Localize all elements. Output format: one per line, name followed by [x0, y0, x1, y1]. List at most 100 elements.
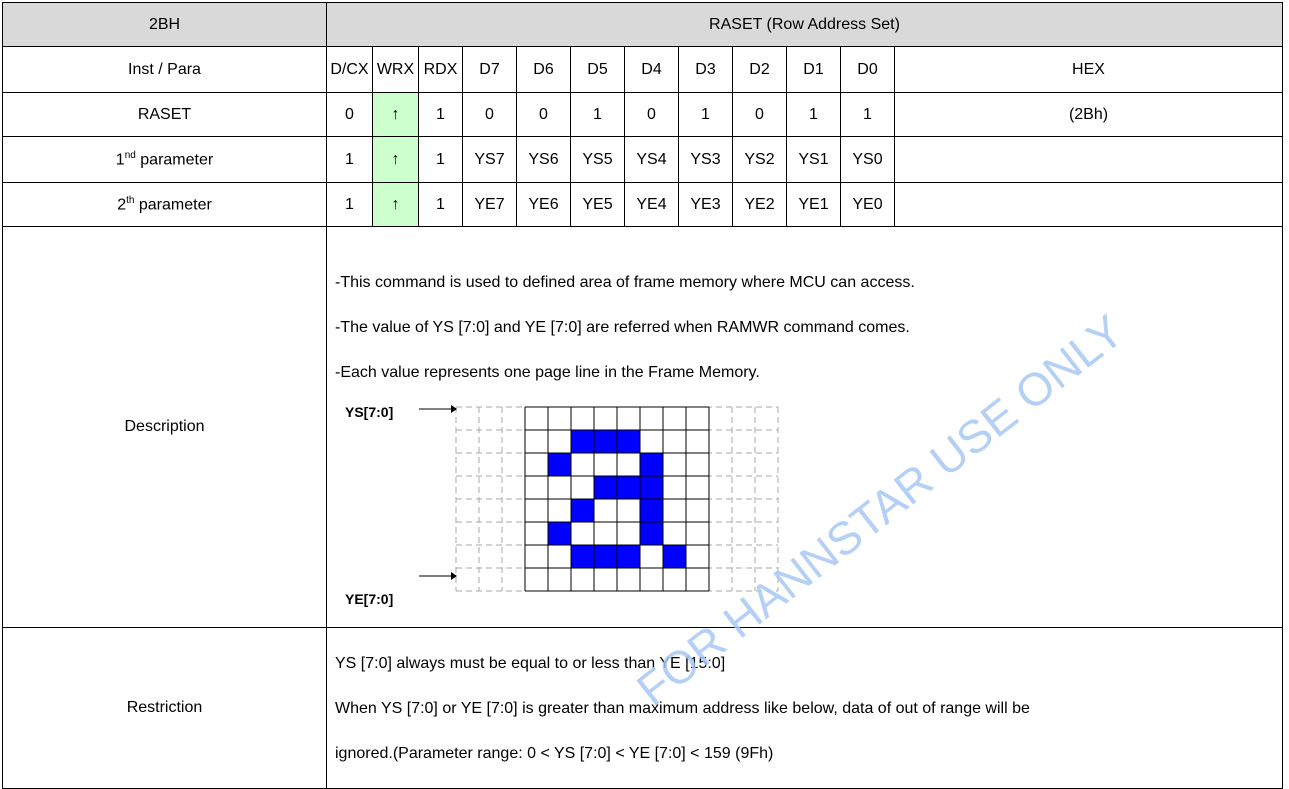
arrow-head — [451, 572, 457, 580]
table-row: Inst / Para D/CX WRX RDX D7 D6 D5 D4 D3 D2 D1 D0 HEX — [2, 46, 1283, 93]
description-box: -This command is used to defined area of… — [335, 227, 1282, 627]
cell: ↑ — [372, 92, 419, 137]
cell: 0 — [516, 92, 571, 137]
cell: YE4 — [624, 182, 679, 227]
cell: 1 — [418, 136, 463, 183]
pixel — [663, 545, 686, 568]
pixel — [548, 453, 571, 476]
row-label: RASET — [2, 92, 327, 137]
cell: YS6 — [516, 136, 571, 183]
cell: 1 — [570, 92, 625, 137]
cell: 1 — [326, 136, 373, 183]
column-label: D2 — [732, 46, 787, 93]
column-label: Inst / Para — [2, 46, 327, 93]
table-row: Description -This command is used to defi… — [2, 226, 1283, 628]
cell: YS2 — [732, 136, 787, 183]
header-code: 2BH — [2, 2, 327, 47]
pixel — [640, 522, 663, 545]
table-row: Restriction YS [7:0] always must be equal… — [2, 627, 1283, 789]
cell: YS7 — [462, 136, 517, 183]
pixel — [617, 476, 640, 499]
description-line: -The value of YS [7:0] and YE [7:0] are … — [335, 319, 910, 336]
cell: 1 — [840, 92, 895, 137]
restriction-label: Restriction — [2, 627, 327, 789]
arrow-head — [451, 405, 457, 413]
restriction-cell: YS [7:0] always must be equal to or less… — [326, 627, 1283, 789]
pixel — [594, 545, 617, 568]
cell: 0 — [462, 92, 517, 137]
empty-cell — [894, 182, 1283, 227]
cell: 1 — [418, 92, 463, 137]
cell: YE5 — [570, 182, 625, 227]
column-label: HEX — [894, 46, 1283, 93]
frame-diagram: YS[7:0] YE[7:0] — [345, 404, 779, 607]
end-label: YE[7:0] — [345, 591, 393, 607]
table-row: 2th parameter 1 ↑ 1 YE7 YE6 YE5 YE4 YE3 YE2 YE1 YE0 — [2, 182, 1283, 227]
cell: YS0 — [840, 136, 895, 183]
description-label: Description — [2, 226, 327, 628]
cell: YS5 — [570, 136, 625, 183]
pixel — [548, 522, 571, 545]
cell: 1 — [418, 182, 463, 227]
cell: YS4 — [624, 136, 679, 183]
cell: YE6 — [516, 182, 571, 227]
column-label: D1 — [786, 46, 841, 93]
restriction-line: YS [7:0] always must be equal to or less… — [335, 655, 726, 672]
row-label: 1nd parameter — [2, 136, 327, 183]
column-label: D0 — [840, 46, 895, 93]
cell: (2Bh) — [894, 92, 1283, 137]
cell: ↑ — [372, 182, 419, 227]
column-label: RDX — [418, 46, 463, 93]
restriction-line: When YS [7:0] or YE [7:0] is greater tha… — [335, 700, 1030, 717]
restriction-box: YS [7:0] always must be equal to or less… — [335, 628, 1282, 776]
label-text: RASET — [137, 105, 192, 123]
column-label: D4 — [624, 46, 679, 93]
pixel — [571, 499, 594, 522]
pixel — [571, 430, 594, 453]
pixel — [640, 499, 663, 522]
label-superscript: nd — [124, 149, 136, 161]
pixel — [617, 545, 640, 568]
cell: 1 — [678, 92, 733, 137]
cell: 0 — [624, 92, 679, 137]
pixel — [571, 545, 594, 568]
cell: 1 — [326, 182, 373, 227]
cell: YE2 — [732, 182, 787, 227]
cell: YE7 — [462, 182, 517, 227]
cell: 0 — [732, 92, 787, 137]
cell: YE0 — [840, 182, 895, 227]
column-label: D6 — [516, 46, 571, 93]
label-text: 2 — [117, 196, 127, 214]
row-label: 2th parameter — [2, 182, 327, 227]
pixel — [640, 476, 663, 499]
table-row: 2BH RASET (Row Address Set) — [2, 2, 1283, 47]
pixel — [594, 430, 617, 453]
start-label: YS[7:0] — [345, 404, 393, 420]
label-text: 1 — [115, 151, 125, 169]
description-line: -Each value represents one page line in … — [335, 364, 760, 381]
column-label: D3 — [678, 46, 733, 93]
cell: YE3 — [678, 182, 733, 227]
label-text: parameter — [134, 196, 212, 214]
pixel — [640, 453, 663, 476]
table-row: 1nd parameter 1 ↑ 1 YS7 YS6 YS5 YS4 YS3 YS2 YS1 YS0 — [2, 136, 1283, 183]
empty-cell — [894, 136, 1283, 183]
description-line: -This command is used to defined area of… — [335, 274, 915, 291]
restriction-line: ignored.(Parameter range: 0 < YS [7:0] <… — [335, 745, 774, 762]
header-title: RASET (Row Address Set) — [326, 2, 1283, 47]
column-label: D5 — [570, 46, 625, 93]
pixel — [594, 476, 617, 499]
description-cell: -This command is used to defined area of… — [326, 226, 1283, 628]
cell: YS3 — [678, 136, 733, 183]
table-row: RASET 0 ↑ 1 0 0 1 0 1 0 1 1 (2Bh) — [2, 92, 1283, 137]
column-label: WRX — [372, 46, 419, 93]
cell: 0 — [326, 92, 373, 137]
column-label: D/CX — [326, 46, 373, 93]
column-label: D7 — [462, 46, 517, 93]
label-superscript: th — [126, 194, 135, 206]
cell: YS1 — [786, 136, 841, 183]
label-text: parameter — [135, 151, 214, 169]
pixel — [617, 430, 640, 453]
